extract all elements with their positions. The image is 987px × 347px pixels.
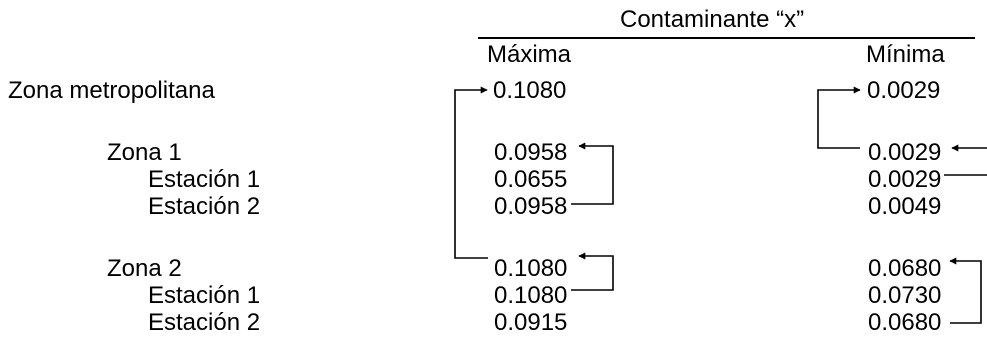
max-value-zona-2-estacion-2: 0.0915 bbox=[494, 309, 568, 336]
min-value-zona-2: 0.0680 bbox=[868, 255, 942, 282]
row-label-zona-2-estacion-2: Estación 2 bbox=[148, 309, 261, 336]
max-value-zona-2: 0.1080 bbox=[494, 255, 568, 282]
row-label-zona-1-estacion-2: Estación 2 bbox=[148, 193, 261, 220]
connector-min-z1-est1-to-zona1 bbox=[944, 144, 987, 176]
min-value-zona-1-estacion-1: 0.0029 bbox=[868, 166, 942, 193]
min-value-zona-1-estacion-2: 0.0049 bbox=[868, 193, 942, 220]
connector-min-zona1-to-metro bbox=[817, 86, 861, 149]
row-label-zona-1: Zona 1 bbox=[107, 139, 182, 166]
connector-min-z2-est2-to-zona2 bbox=[949, 257, 982, 324]
header-title: Contaminante “x” bbox=[620, 6, 805, 33]
row-label-zona-2-estacion-1: Estación 1 bbox=[148, 282, 261, 309]
min-value-zona-2-estacion-1: 0.0730 bbox=[868, 282, 942, 309]
column-header-max: Máxima bbox=[487, 41, 572, 68]
max-value-zona-metropolitana: 0.1080 bbox=[493, 77, 567, 104]
min-value-zona-2-estacion-2: 0.0680 bbox=[868, 309, 942, 336]
max-value-zona-2-estacion-1: 0.1080 bbox=[494, 282, 568, 309]
max-value-zona-1-estacion-2: 0.0958 bbox=[494, 193, 568, 220]
max-value-zona-1-estacion-1: 0.0655 bbox=[494, 166, 568, 193]
row-label-zona-1-estacion-1: Estación 1 bbox=[148, 166, 261, 193]
connector-max-z2-est1-to-zona2 bbox=[571, 252, 614, 291]
connector-max-zona2-to-metro bbox=[454, 86, 488, 259]
min-value-zona-1: 0.0029 bbox=[868, 139, 942, 166]
connector-max-z1-est2-to-zona1 bbox=[571, 142, 614, 205]
row-label-zona-2: Zona 2 bbox=[107, 255, 182, 282]
min-value-zona-metropolitana: 0.0029 bbox=[867, 77, 941, 104]
column-header-min: Mínima bbox=[866, 41, 945, 68]
max-value-zona-1: 0.0958 bbox=[494, 139, 568, 166]
row-label-zona-metropolitana: Zona metropolitana bbox=[8, 77, 215, 104]
